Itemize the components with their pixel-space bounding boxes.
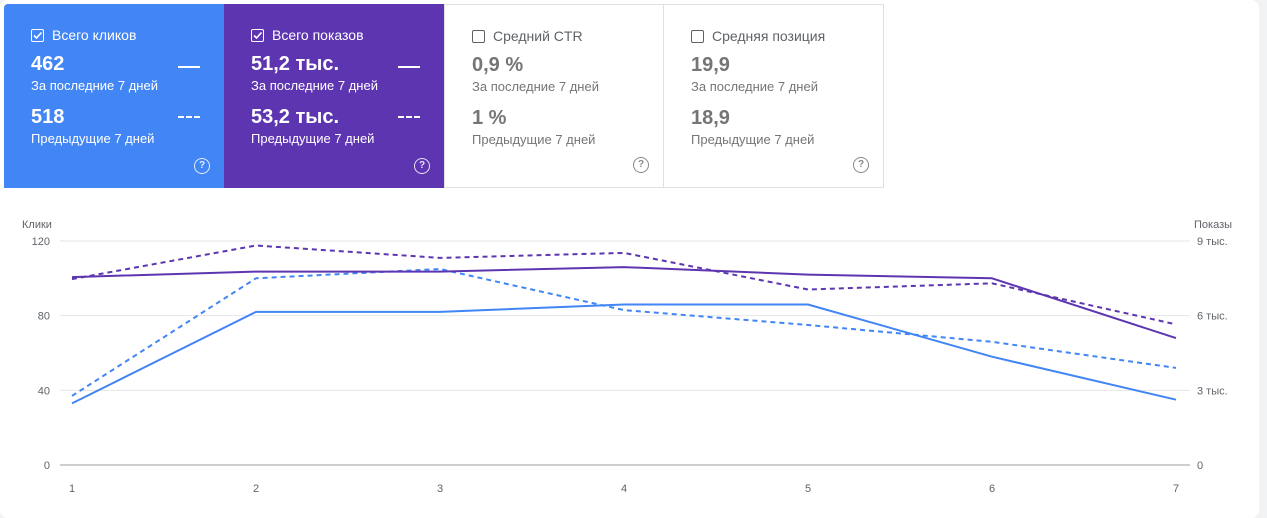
current-period-label: За последние 7 дней <box>472 79 599 94</box>
previous-period-label: Предыдущие 7 дней <box>691 132 815 147</box>
x-tick-label: 4 <box>621 483 627 495</box>
checkbox-unchecked-icon[interactable] <box>691 29 704 43</box>
y-left-tick-label: 40 <box>38 385 50 397</box>
x-tick-label: 5 <box>805 483 811 495</box>
help-icon[interactable]: ? <box>633 157 649 173</box>
series-line-clicks-dashed <box>71 268 1177 397</box>
current-value: 0,9 % <box>472 54 524 76</box>
previous-period-label: Предыдущие 7 дней <box>251 131 375 146</box>
solid-line-legend-icon <box>398 66 420 68</box>
previous-value: 18,9 <box>691 107 730 129</box>
previous-value: 1 % <box>472 107 507 129</box>
card-label: Всего показов <box>272 27 364 43</box>
series-line-impressions-solid <box>71 266 1177 340</box>
card-total-impressions[interactable]: Всего показов 51,2 тыс. За последние 7 д… <box>224 4 444 188</box>
y-right-tick-label: 0 <box>1197 460 1203 472</box>
card-average-position[interactable]: Средняя позиция 19,9 За последние 7 дней… <box>664 4 884 188</box>
card-total-clicks[interactable]: Всего кликов 462 За последние 7 дней 518… <box>4 4 224 188</box>
y-right-tick-label: 6 тыс. <box>1197 311 1228 323</box>
y-right-tick-label: 9 тыс. <box>1197 236 1228 248</box>
dashed-line-legend-icon <box>178 116 200 118</box>
card-header: Всего кликов <box>31 26 224 44</box>
y-left-axis-title: Клики <box>22 219 52 231</box>
series-line-clicks-solid <box>71 303 1177 405</box>
y-left-tick-label: 0 <box>44 460 50 472</box>
card-header: Средний CTR <box>472 27 663 45</box>
checkbox-checked-icon[interactable] <box>251 28 264 42</box>
help-icon[interactable]: ? <box>414 158 430 174</box>
card-label: Средняя позиция <box>712 28 826 44</box>
y-left-tick-label: 80 <box>38 311 50 323</box>
x-tick-label: 1 <box>69 483 75 495</box>
previous-value: 518 <box>31 106 65 128</box>
card-header: Всего показов <box>251 26 444 44</box>
previous-period-label: Предыдущие 7 дней <box>472 132 596 147</box>
card-header: Средняя позиция <box>691 27 883 45</box>
current-value: 19,9 <box>691 54 730 76</box>
y-left-tick-label: 120 <box>32 236 50 248</box>
checkbox-checked-icon[interactable] <box>31 28 44 42</box>
current-period-label: За последние 7 дней <box>251 78 378 93</box>
x-tick-label: 3 <box>437 483 443 495</box>
y-right-axis-title: Показы <box>1194 219 1232 231</box>
help-icon[interactable]: ? <box>194 158 210 174</box>
checkbox-unchecked-icon[interactable] <box>472 29 485 43</box>
dashed-line-legend-icon <box>398 116 420 118</box>
performance-chart: 0 0 40 3 тыс. 80 6 тыс. 120 9 тыс. Клики Показы 1 2… <box>22 219 1232 495</box>
help-icon[interactable]: ? <box>853 157 869 173</box>
series-line-impressions-dashed <box>71 244 1177 326</box>
current-value: 51,2 тыс. <box>251 53 340 75</box>
card-label: Средний CTR <box>493 28 583 44</box>
previous-period-label: Предыдущие 7 дней <box>31 131 155 146</box>
current-period-label: За последние 7 дней <box>691 79 818 94</box>
x-tick-label: 7 <box>1173 483 1179 495</box>
metric-cards: Всего кликов 462 За последние 7 дней 518… <box>4 4 884 188</box>
x-tick-label: 6 <box>989 483 995 495</box>
y-right-tick-label: 3 тыс. <box>1197 385 1228 397</box>
current-period-label: За последние 7 дней <box>31 78 158 93</box>
current-value: 462 <box>31 53 65 75</box>
previous-value: 53,2 тыс. <box>251 106 340 128</box>
card-average-ctr[interactable]: Средний CTR 0,9 % За последние 7 дней 1 … <box>444 4 664 188</box>
solid-line-legend-icon <box>178 66 200 68</box>
x-tick-label: 2 <box>253 483 259 495</box>
card-label: Всего кликов <box>52 27 137 43</box>
